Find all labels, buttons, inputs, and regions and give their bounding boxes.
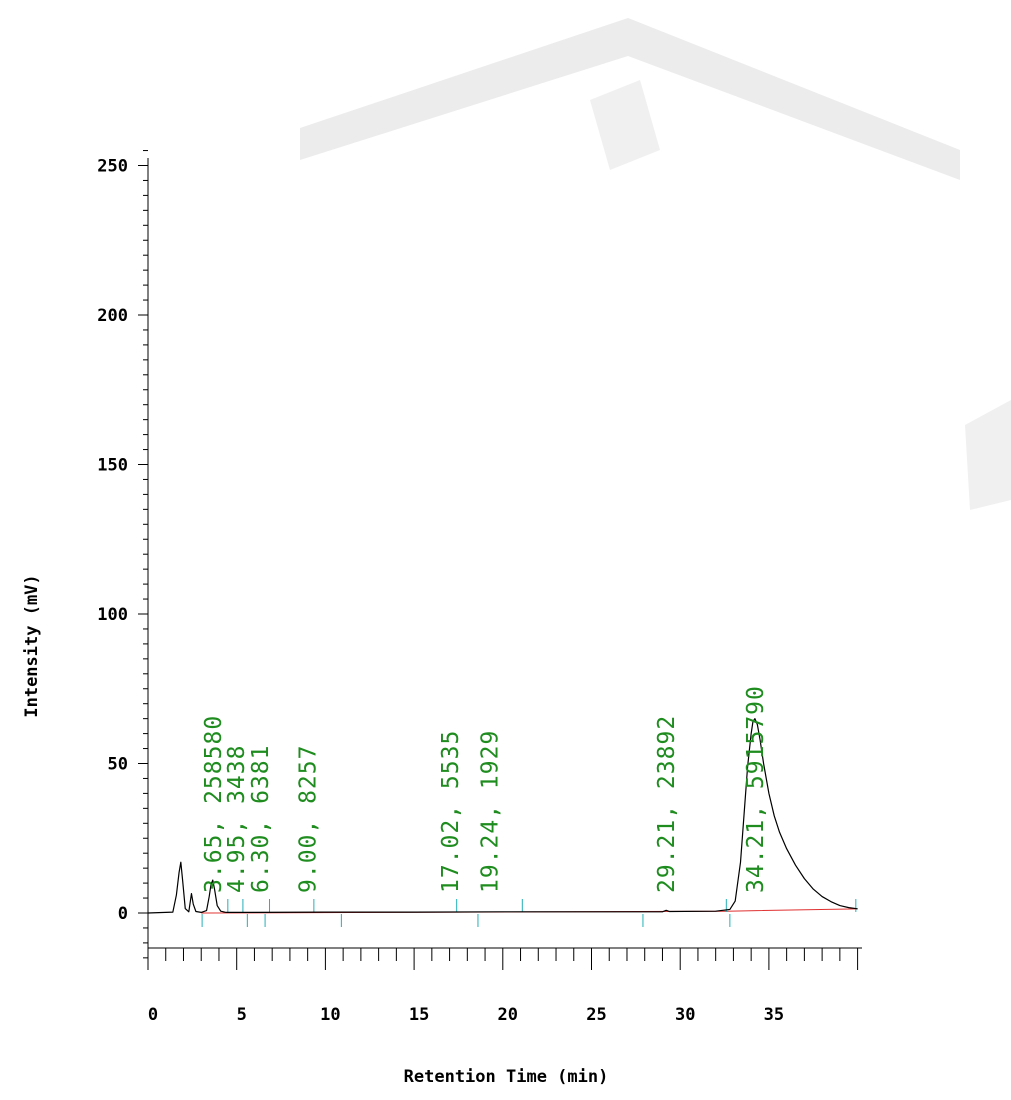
peak-label: 4.95, 3438 xyxy=(224,745,250,893)
y-tick-label: 200 xyxy=(97,306,128,326)
y-tick-label: 0 xyxy=(118,904,128,924)
y-tick-label: 50 xyxy=(108,755,128,775)
peak-label: 3.65, 258580 xyxy=(201,715,227,893)
peak-label: 34.21, 5915790 xyxy=(743,685,769,893)
y-axis-title: Intensity (mV) xyxy=(22,574,42,717)
peak-label: 9.00, 8257 xyxy=(296,745,322,893)
x-axis-title: Retention Time (min) xyxy=(404,1067,609,1087)
peak-label: 19.24, 1929 xyxy=(477,730,503,893)
x-tick-label: 25 xyxy=(586,1005,606,1025)
y-tick-label: 250 xyxy=(97,157,128,177)
peak-label: 17.02, 5535 xyxy=(438,730,464,893)
x-tick-label: 0 xyxy=(148,1005,158,1025)
x-tick-label: 10 xyxy=(320,1005,340,1025)
peak-label: 29.21, 23892 xyxy=(654,715,680,893)
y-tick-label: 100 xyxy=(97,605,128,625)
chromatogram-trace xyxy=(147,718,858,914)
x-tick-label: 35 xyxy=(764,1005,784,1025)
x-tick-label: 20 xyxy=(498,1005,518,1025)
peak-label: 6.30, 6381 xyxy=(248,745,274,893)
y-tick-label: 150 xyxy=(97,456,128,476)
x-tick-label: 5 xyxy=(237,1005,247,1025)
watermark-logo xyxy=(300,18,1011,510)
x-tick-label: 15 xyxy=(409,1005,429,1025)
x-tick-label: 30 xyxy=(675,1005,695,1025)
